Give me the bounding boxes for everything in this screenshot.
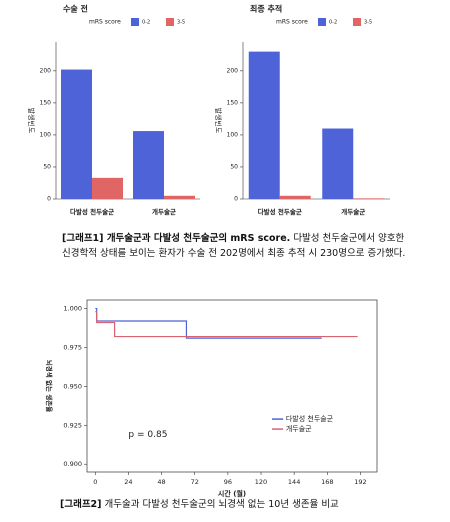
survival-curve [95,311,358,338]
x-tick-label: 개두술군 [152,207,176,216]
bar [61,69,92,199]
y-tick-label: 0.975 [63,343,82,351]
y-axis-label: 발생빈도 [214,108,223,134]
bar [248,51,280,199]
legend-title: mRS score [89,19,121,26]
legend-swatch [166,18,174,26]
caption-label: [그래프2] [60,499,102,510]
bar [133,131,164,199]
legend-label: 3-5 [177,20,185,26]
chart-title: 수술 전 [63,4,88,14]
caption: [그래프2] 개두술과 다발성 천두술군의 뇌경색 없는 10년 생존율 비교 [60,497,405,512]
y-tick-label: 0 [47,196,51,203]
x-tick-label: 192 [354,478,366,486]
legend-swatch [131,18,139,26]
caption-label: [그래프1] 개두술군과 다발성 천두술군의 mRS score. [62,233,291,244]
y-tick-label: 0 [234,196,238,203]
x-tick-label: 120 [255,478,267,486]
y-tick-label: 50 [230,163,238,170]
x-tick-label: 96 [224,478,232,486]
x-axis-label: 시간 (월) [218,489,246,498]
legend-label: 3-5 [364,20,372,26]
y-axis-label: 발생빈도 [27,108,36,134]
x-tick-label: 24 [124,478,132,486]
y-tick-label: 150 [227,99,239,106]
y-tick-label: 150 [40,99,52,106]
legend-label: 0-2 [142,20,150,26]
x-tick-label: 72 [191,478,199,486]
x-tick-label: 다발성 천두술군 [258,207,302,216]
bar [164,195,195,199]
y-tick-label: 1.000 [63,305,82,313]
y-tick-label: 100 [227,131,239,138]
plot-frame [86,299,378,473]
y-tick-label: 0.900 [63,460,82,468]
chart-title: 최종 추적 [250,4,282,14]
survival-curve [95,307,322,339]
x-tick-label: 168 [321,478,333,486]
legend-label: 다발성 천두술군 [286,414,334,423]
caption-text: 개두술과 다발성 천두술군의 뇌경색 없는 10년 생존율 비교 [104,499,339,510]
legend-swatch [353,18,361,26]
legend-swatch [318,18,326,26]
bar [322,128,354,199]
y-axis-label: 뇌경색 없는 생존율 [45,360,54,412]
x-tick-label: 개두술군 [341,207,365,216]
x-tick-label: 48 [157,478,165,486]
legend-label: 0-2 [329,20,337,26]
legend-label: 개두술군 [286,424,312,433]
bar [92,177,123,199]
y-tick-label: 0.925 [63,421,82,429]
y-tick-label: 200 [40,67,52,74]
x-tick-label: 0 [93,478,97,486]
bar [353,198,385,199]
bar [279,195,311,199]
y-tick-label: 0.950 [63,382,82,390]
annotation: p = 0.85 [128,430,167,440]
caption: [그래프1] 개두술군과 다발성 천두술군의 mRS score. 다발성 천두… [62,231,407,261]
x-tick-label: 다발성 천두술군 [70,207,114,216]
y-tick-label: 100 [40,131,52,138]
y-tick-label: 50 [43,163,51,170]
legend-title: mRS score [276,19,308,26]
y-tick-label: 200 [227,67,239,74]
x-tick-label: 144 [288,478,300,486]
caption-text: 다발성 천두술군에서 양호한 신경학적 상태를 보이는 환자가 수술 전 202… [62,233,406,259]
